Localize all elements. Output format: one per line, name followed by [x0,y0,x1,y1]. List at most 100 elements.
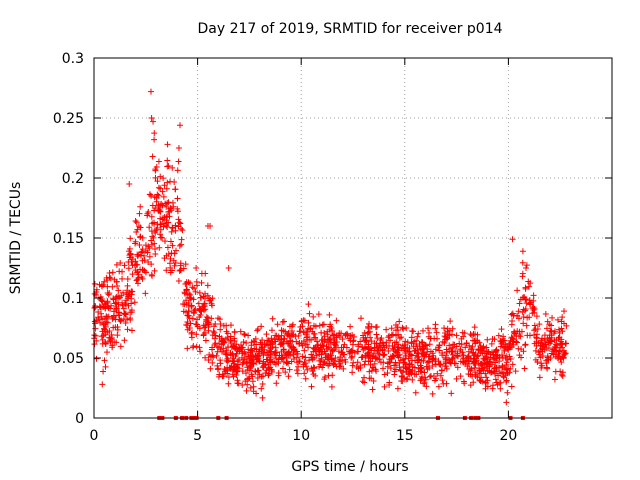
data-point [349,369,356,376]
data-point [220,322,227,329]
data-point [180,265,187,272]
data-point [115,301,122,308]
data-point [174,167,181,174]
data-point [467,355,474,362]
data-point [449,348,456,355]
data-point [380,365,387,372]
data-point [101,326,108,333]
data-point [418,367,425,374]
data-point [121,262,128,269]
data-point [503,359,510,366]
data-point [149,233,156,240]
data-point [426,341,433,348]
data-point [228,363,235,370]
data-point [102,363,109,370]
data-point [231,344,238,351]
data-point [245,346,252,353]
data-point [273,380,280,387]
data-point [457,348,464,355]
data-point [406,360,413,367]
data-point [537,347,544,354]
data-point [153,194,160,201]
data-point [115,287,122,294]
data-point [171,179,178,186]
data-point [457,373,464,380]
data-point [512,368,519,375]
data-point [128,258,135,265]
data-point [179,227,186,234]
data-point [197,348,204,355]
data-point [271,350,278,357]
data-point [522,306,529,313]
data-point [172,227,179,234]
data-point [120,305,127,312]
data-point [295,332,302,339]
data-point [152,229,159,236]
data-point [261,340,268,347]
data-point [225,357,232,364]
data-point [233,341,240,348]
data-point [414,333,421,340]
data-point [549,348,556,355]
data-point [287,352,294,359]
data-point [561,320,568,327]
data-point [556,334,563,341]
data-point [169,242,176,249]
data-point [127,254,134,261]
data-point [163,222,170,229]
data-point [468,332,475,339]
data-point [442,363,449,370]
data-point [324,331,331,338]
data-point [209,295,216,302]
data-point [377,359,384,366]
data-point [435,383,442,390]
data-point [340,351,347,358]
data-point [420,380,427,387]
data-point [106,290,113,297]
data-point [402,344,409,351]
data-point [539,341,546,348]
data-point [337,353,344,360]
data-point [432,356,439,363]
data-point [413,371,420,378]
data-point [234,346,241,353]
data-point [157,226,164,233]
data-point [204,292,211,299]
data-point [223,351,230,358]
data-point [227,349,234,356]
data-point [385,347,392,354]
data-point [128,300,135,307]
data-point [429,390,436,397]
data-point [446,342,453,349]
data-point [530,292,537,299]
data-point [436,341,443,348]
data-point [147,88,154,95]
data-point [424,359,431,366]
data-point [504,389,511,396]
data-point [305,319,312,326]
data-point [524,314,531,321]
data-point [410,328,417,335]
data-point [321,336,328,343]
data-point [152,174,159,181]
data-point [165,163,172,169]
data-point [470,337,477,344]
data-point [320,361,327,368]
data-point [218,341,225,348]
data-point [120,289,127,296]
data-point [552,341,559,348]
data-point [497,370,504,377]
data-point [132,267,139,274]
data-point [437,372,444,379]
data-point [301,347,308,354]
data-point [198,279,205,286]
data-point [316,322,323,329]
data-point [243,387,250,394]
data-point [312,334,319,341]
data-point [467,346,474,353]
data-point [347,332,354,339]
data-point [146,245,153,252]
data-point [102,340,109,347]
data-point [563,340,570,347]
data-point [297,328,304,335]
